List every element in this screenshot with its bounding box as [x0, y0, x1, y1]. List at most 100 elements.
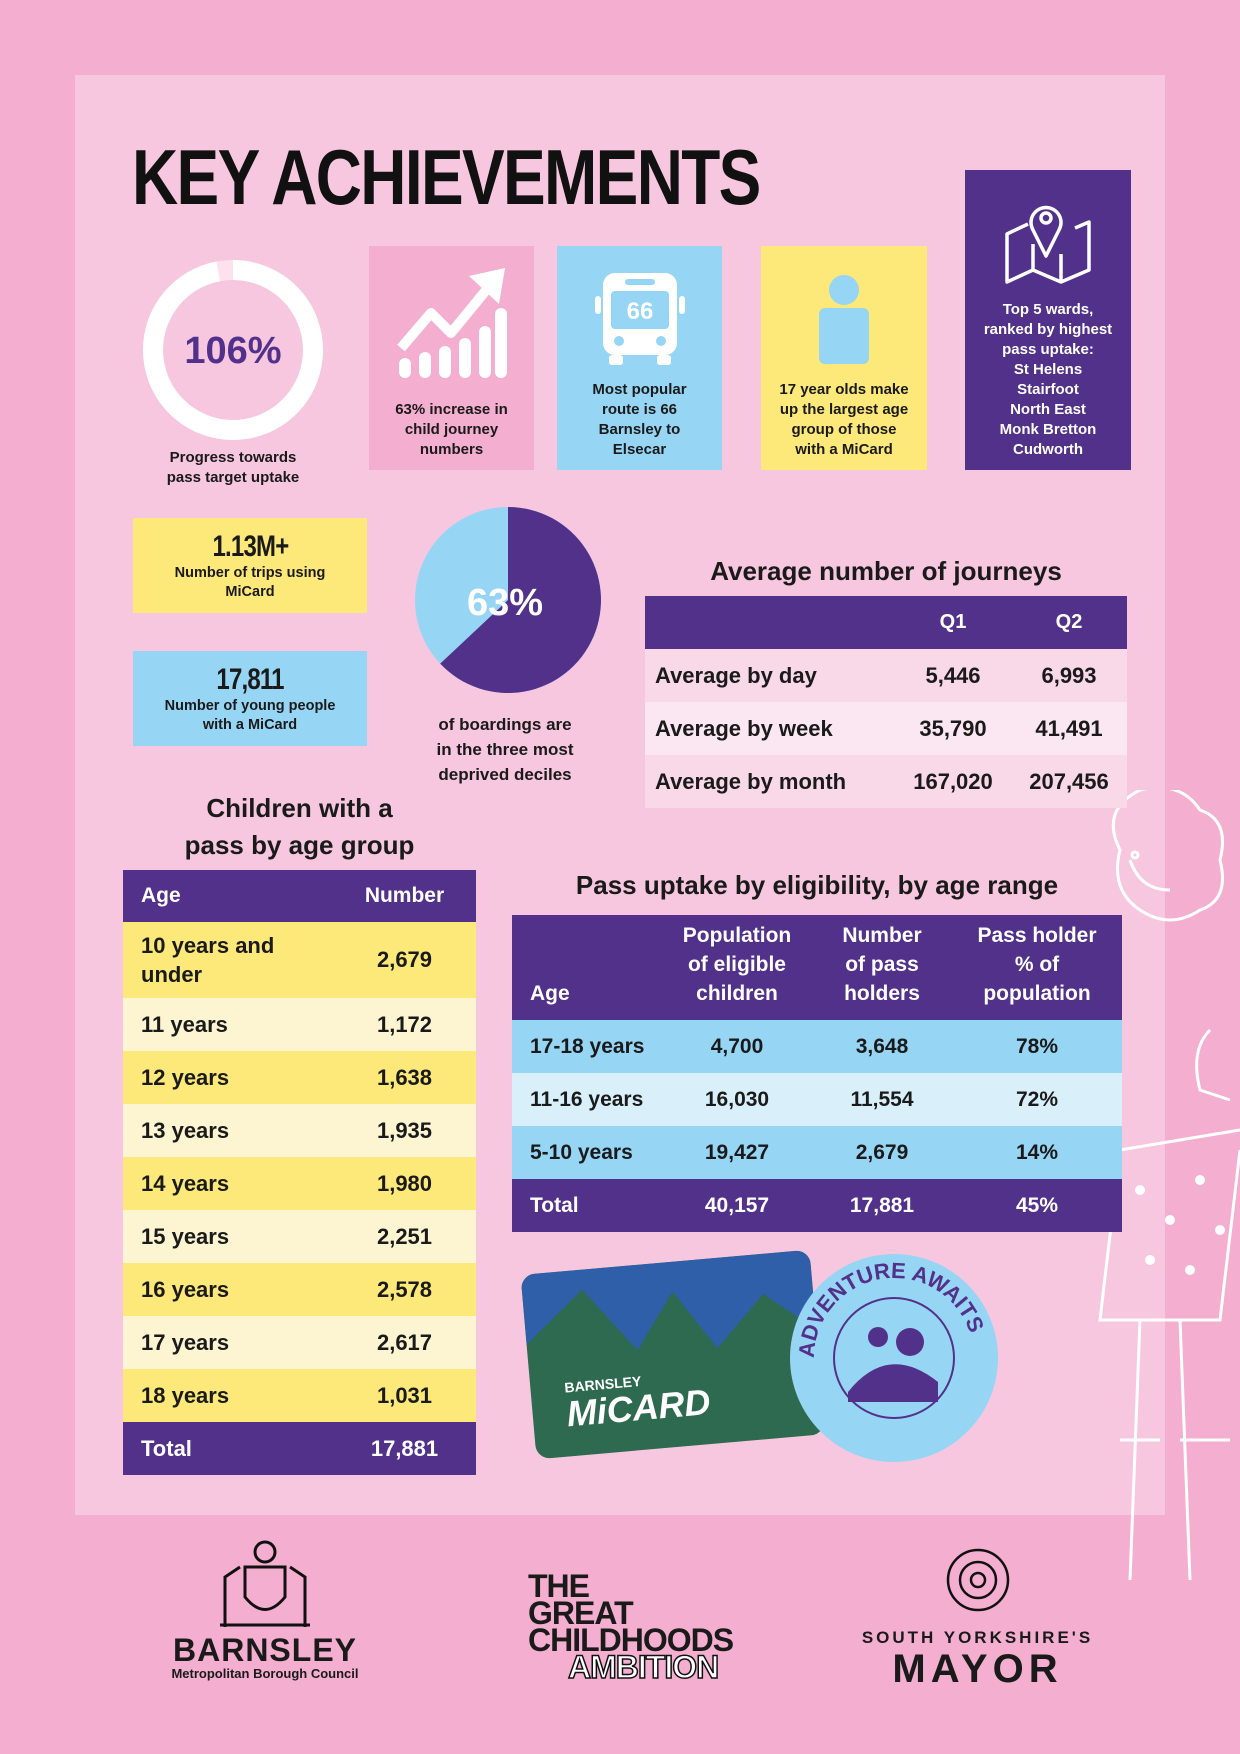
cell: 78%: [952, 1020, 1122, 1073]
logo-line: AMBITION: [567, 1649, 720, 1685]
cell: 1,172: [333, 998, 476, 1051]
cell: 167,020: [895, 755, 1011, 808]
stat-young-people: 17,811 Number of young people with a MiCa…: [133, 651, 367, 746]
tile-text: ranked by highest: [983, 321, 1113, 338]
trend-chart-icon: [396, 268, 507, 378]
adventure-awaits-badge: ADVENTURE AWAITS: [790, 1254, 998, 1462]
tile-text: with a MiCard: [795, 441, 893, 458]
tile-text: up the largest age: [779, 401, 909, 418]
cell: 35,790: [895, 702, 1011, 755]
cell: 207,456: [1011, 755, 1127, 808]
cell: Average by week: [645, 702, 895, 755]
journeys-table: Q1 Q2 Average by day 5,446 6,993 Average by…: [645, 596, 1127, 808]
total-row: Total 17,881: [123, 1422, 476, 1475]
cell: 2,679: [333, 922, 476, 998]
stat-label: Number of trips using: [174, 564, 326, 581]
cell: 45%: [952, 1179, 1122, 1232]
bus-icon: 66: [594, 273, 685, 365]
table-row: Average by month 167,020 207,456: [645, 755, 1127, 808]
cell: 19,427: [662, 1126, 812, 1179]
cell: 17,881: [333, 1422, 476, 1475]
tile-text: child journey: [404, 421, 499, 438]
cell: 1,638: [333, 1051, 476, 1104]
cell: 1,935: [333, 1104, 476, 1157]
cell: 10 years and under: [123, 922, 333, 998]
logo-line: MAYOR: [892, 1647, 1063, 1691]
tile-popular-route: 66 Most popular route is 66 Barnsley to Els…: [557, 246, 722, 470]
great-childhoods-logo: THE GREAT CHILDHOODS AMBITION: [528, 1570, 734, 1685]
tile-age-group: 17 year olds make up the largest age group…: [761, 246, 927, 470]
age-table: Age Number 10 years and under 2,679 11 yea…: [123, 870, 476, 1475]
table-row: 10 years and under 2,679: [123, 922, 476, 998]
table-row: 5-10 years 19,427 2,679 14%: [512, 1126, 1122, 1179]
card-pattern: [520, 1249, 817, 1351]
caption-line: deprived deciles: [438, 765, 572, 784]
header: Number of pass holders: [812, 915, 952, 1020]
table-row: 18 years 1,031: [123, 1369, 476, 1422]
barnsley-logo: BARNSLEY Metropolitan Borough Council: [130, 1537, 400, 1681]
cell: 16 years: [123, 1263, 333, 1316]
progress-value: 106%: [184, 330, 281, 372]
title-line: Children with a: [206, 793, 393, 823]
cell: 16,030: [662, 1073, 812, 1126]
sy-mayor-logo: SOUTH YORKSHIRE'S MAYOR: [840, 1545, 1115, 1690]
tile-text: route is 66: [601, 401, 678, 418]
header: [645, 596, 895, 649]
label-line: pass target uptake: [166, 469, 300, 486]
progress-donut: 106%: [143, 260, 323, 440]
cell: 11 years: [123, 998, 333, 1051]
ward: St Helens: [1013, 361, 1083, 378]
cell: 14 years: [123, 1157, 333, 1210]
stat-label: Number of young people: [164, 697, 336, 714]
table-row: 17-18 years 4,700 3,648 78%: [512, 1020, 1122, 1073]
table-row: 11-16 years 16,030 11,554 72%: [512, 1073, 1122, 1126]
table-row: 14 years 1,980: [123, 1157, 476, 1210]
cell: 3,648: [812, 1020, 952, 1073]
uptake-title: Pass uptake by eligibility, by age range: [575, 870, 1059, 900]
header: Number: [333, 870, 476, 922]
uptake-table: Age Population of eligible children Number…: [512, 915, 1122, 1232]
pie-caption: of boardings are in the three most deprive…: [405, 712, 605, 787]
caption-line: of boardings are: [438, 715, 572, 734]
cell: 17-18 years: [512, 1020, 662, 1073]
cell: Average by day: [645, 649, 895, 702]
table-row: 15 years 2,251: [123, 1210, 476, 1263]
cell: 4,700: [662, 1020, 812, 1073]
cell: 17 years: [123, 1316, 333, 1369]
logo-line: GREAT: [528, 1595, 634, 1631]
tile-journey-increase: 63% increase in child journey numbers: [369, 246, 534, 470]
ward: Cudworth: [1013, 441, 1083, 458]
cell: 15 years: [123, 1210, 333, 1263]
cell: Total: [123, 1422, 333, 1475]
table-row: 13 years 1,935: [123, 1104, 476, 1157]
tile-text: Barnsley to: [598, 421, 681, 438]
header: Pass holder % of population: [952, 915, 1122, 1020]
boardings-pie: 63%: [415, 507, 601, 693]
table-row: 11 years 1,172: [123, 998, 476, 1051]
ward: Stairfoot: [1017, 381, 1079, 398]
cell: Average by month: [645, 755, 895, 808]
header: Q1: [895, 596, 1011, 649]
girl-illustration: [1098, 790, 1240, 1581]
cell: 13 years: [123, 1104, 333, 1157]
cell: 1,980: [333, 1157, 476, 1210]
ward: Monk Bretton: [999, 421, 1097, 438]
stat-label: with a MiCard: [202, 716, 298, 733]
stat-value: 17,811: [216, 662, 284, 696]
tile-text: Top 5 wards,: [1002, 301, 1094, 318]
header: Q2: [1011, 596, 1127, 649]
logo-name: BARNSLEY: [172, 1632, 357, 1668]
tile-text: 63% increase in: [395, 401, 508, 418]
person-icon: [819, 275, 869, 364]
stat-label: MiCard: [225, 583, 275, 600]
pie-slice-63: [440, 507, 601, 693]
logo-line: CHILDHOODS: [528, 1622, 734, 1658]
cell: 5,446: [895, 649, 1011, 702]
title-line: pass by age group: [184, 830, 415, 860]
label-line: Progress towards: [169, 449, 297, 466]
stat-value: 1.13M+: [212, 529, 289, 563]
cell: 2,251: [333, 1210, 476, 1263]
route-number: 66: [626, 298, 653, 325]
header: Age: [512, 915, 662, 1020]
header: Age: [123, 870, 333, 922]
